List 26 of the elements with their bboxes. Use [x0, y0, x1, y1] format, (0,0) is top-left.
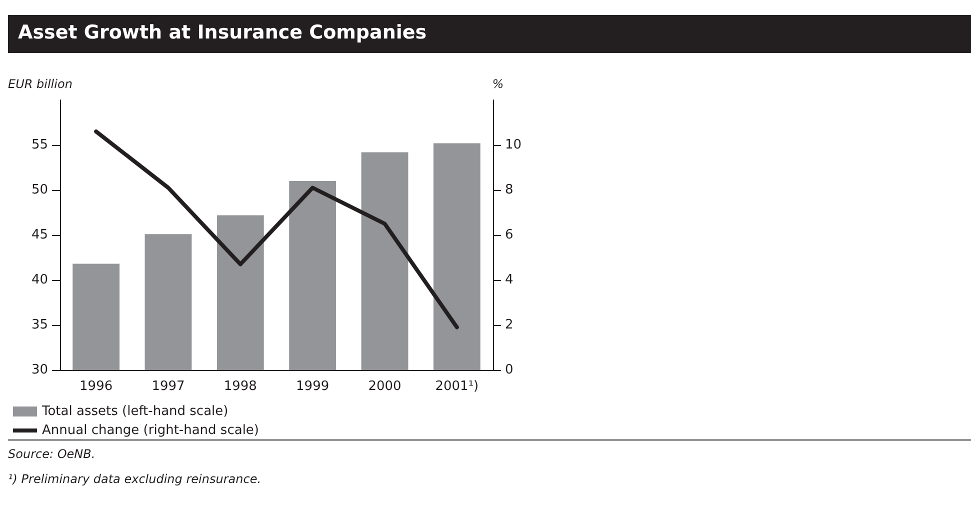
y2-tick-label: 6 [505, 228, 514, 242]
y-tick-label: 30 [31, 362, 48, 378]
line-series [94, 130, 459, 330]
legend-label: Total assets (left-hand scale) [41, 404, 228, 419]
source-note: Source: OeNB. [8, 447, 96, 461]
x-tick-label: 1998 [224, 379, 257, 394]
y-axis-title: EUR billion [8, 77, 72, 91]
chart-title: Asset Growth at Insurance Companies [18, 22, 427, 44]
x-tick-label: 2000 [368, 379, 402, 394]
y2-axis-title: % [492, 77, 504, 91]
y-tick-label: 55 [31, 138, 48, 152]
legend-label: Annual change (right-hand scale) [42, 423, 260, 438]
x-tick-label: 1999 [296, 379, 330, 394]
y2-tick-label: 0 [505, 362, 514, 378]
y2-tick-label: 8 [505, 182, 514, 198]
x-tick-label: 1996 [80, 379, 113, 394]
y2-tick-label: 2 [505, 318, 514, 332]
text: ¹) Preliminary data excluding reinsurance. [8, 472, 262, 486]
y2-tick-label: 4 [505, 272, 514, 288]
x-tick-label: 1997 [152, 379, 185, 394]
y-tick-label: 40 [31, 272, 48, 288]
y-tick-label: 45 [31, 228, 48, 242]
x-tick-label: 2001¹) [435, 379, 479, 394]
y-tick-label: 35 [31, 318, 48, 332]
y-tick-label: 50 [31, 182, 48, 198]
y2-tick-label: 10 [505, 138, 522, 152]
